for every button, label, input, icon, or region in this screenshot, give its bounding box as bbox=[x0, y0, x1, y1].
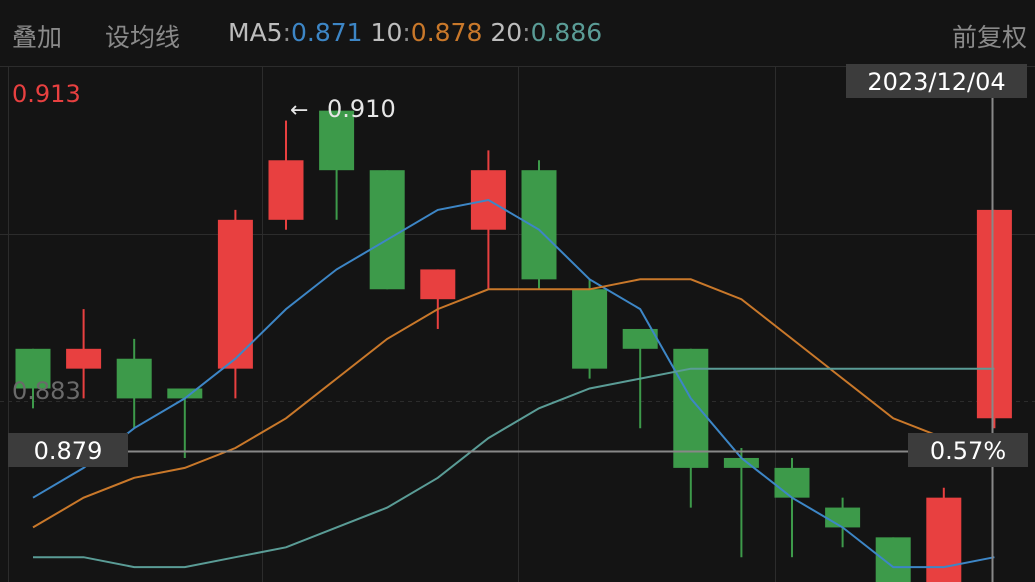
ma5-line bbox=[32, 198, 995, 569]
crosshair-price-box bbox=[8, 433, 128, 467]
ma5-label: MA5 bbox=[228, 18, 283, 47]
candle-body bbox=[15, 348, 51, 389]
high-marker-value: 0.910 bbox=[327, 95, 396, 123]
candle-body bbox=[167, 388, 203, 399]
chart-toolbar: 叠加 设均线 MA5:0.871 10:0.878 20:0.886 前复权 bbox=[0, 0, 1035, 66]
candle-body bbox=[926, 497, 962, 582]
ma5-separator: : bbox=[282, 18, 292, 47]
ma10-label: 10 bbox=[370, 18, 403, 47]
ma20-label: 20 bbox=[490, 18, 523, 47]
ma10-line bbox=[32, 278, 995, 529]
ma20-separator: : bbox=[522, 18, 531, 47]
ma20-value: 0.886 bbox=[530, 18, 603, 47]
candle-body bbox=[217, 219, 253, 369]
candle-body bbox=[774, 467, 810, 498]
high-marker-arrow: ← bbox=[290, 98, 308, 123]
ma10-value: 0.878 bbox=[410, 18, 483, 47]
y-axis-mid-label: 0.883 bbox=[12, 377, 81, 405]
ma20-line bbox=[33, 367, 995, 569]
candle-body bbox=[319, 110, 355, 171]
candle-body bbox=[673, 348, 709, 468]
ma-legend: MA5:0.871 10:0.878 20:0.886 bbox=[228, 18, 602, 47]
candle-body bbox=[66, 348, 102, 369]
candle-body bbox=[116, 358, 152, 399]
overlay-button[interactable]: 叠加 bbox=[12, 23, 63, 52]
crosshair-date-label: 2023/12/04 bbox=[867, 68, 1005, 96]
candle-body bbox=[268, 160, 304, 220]
crosshair-percent-label: 0.57% bbox=[930, 437, 1006, 465]
ma-settings-button[interactable]: 设均线 bbox=[105, 23, 181, 52]
ma5-value: 0.871 bbox=[291, 18, 363, 47]
candle-body bbox=[622, 328, 658, 349]
candle-body bbox=[825, 507, 861, 528]
ma10-separator: : bbox=[402, 18, 411, 47]
y-axis-max-label: 0.913 bbox=[12, 80, 81, 108]
candle-body bbox=[369, 170, 405, 290]
candle-body bbox=[572, 289, 608, 369]
crosshair-price-label: 0.879 bbox=[34, 437, 103, 465]
candle-body bbox=[875, 537, 911, 582]
candle-body bbox=[420, 269, 456, 300]
crosshair-percent-box bbox=[908, 433, 1028, 467]
crosshair-date-box bbox=[846, 64, 1027, 98]
candle-body bbox=[521, 170, 557, 280]
candle-body bbox=[723, 457, 759, 468]
candle-body bbox=[976, 209, 1012, 419]
adjust-button[interactable]: 前复权 bbox=[951, 23, 1027, 52]
